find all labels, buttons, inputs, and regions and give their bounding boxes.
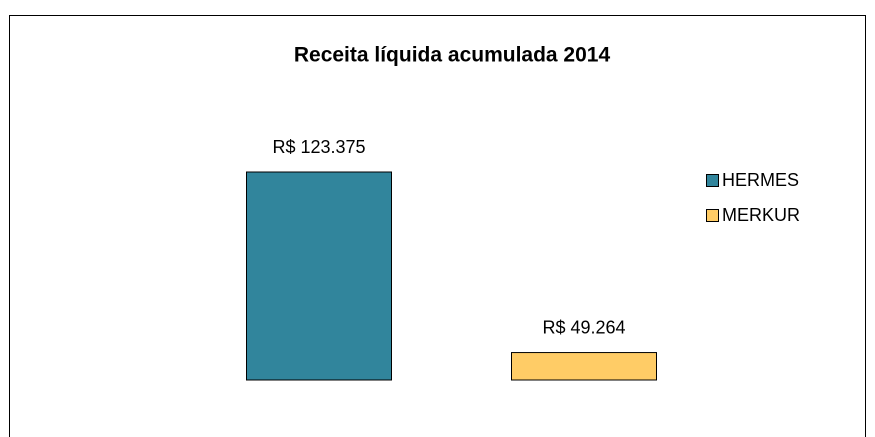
bar bbox=[511, 352, 657, 381]
legend-swatch bbox=[706, 174, 719, 187]
legend-swatch bbox=[706, 209, 719, 222]
legend-label: MERKUR bbox=[722, 205, 800, 225]
chart-frame bbox=[9, 15, 866, 437]
bar bbox=[246, 171, 392, 381]
chart-title: Receita líquida acumulada 2014 bbox=[294, 44, 611, 67]
data-label: R$ 123.375 bbox=[272, 137, 365, 157]
data-label: R$ 49.264 bbox=[542, 317, 625, 337]
legend-label: HERMES bbox=[722, 170, 799, 190]
